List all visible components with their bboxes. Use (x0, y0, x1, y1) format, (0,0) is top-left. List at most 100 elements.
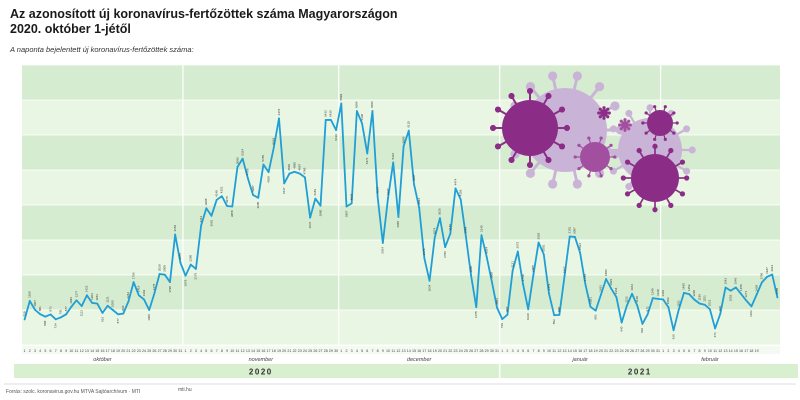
data-point (241, 157, 244, 160)
day-tick-label: 21 (126, 349, 130, 353)
day-tick-label: 28 (479, 349, 483, 353)
data-label: 3637 (308, 221, 312, 228)
data-label: 6432 (324, 110, 328, 117)
day-tick-label: 22 (132, 349, 136, 353)
data-label: 420 (671, 334, 675, 339)
data-label: 1464 (630, 284, 634, 291)
virus-icon (489, 87, 571, 169)
data-point (272, 146, 275, 149)
data-point (91, 301, 93, 304)
data-label: 2524 (484, 247, 488, 254)
virus-icon (620, 143, 690, 213)
day-tick-label: 31 (495, 349, 499, 353)
day-tick-label: 30 (651, 349, 655, 353)
day-tick-label: 7 (371, 349, 373, 353)
data-label: 4159 (459, 189, 463, 196)
day-tick-label: 14 (251, 349, 255, 353)
data-point (132, 281, 135, 284)
grid-band (22, 240, 780, 275)
data-point (615, 296, 618, 299)
day-tick-label: 2 (190, 349, 192, 353)
data-point (745, 299, 748, 302)
day-tick-label: 14 (729, 349, 733, 353)
data-point (231, 205, 234, 208)
day-tick-label: 28 (324, 349, 328, 353)
day-tick-label: 21 (443, 349, 447, 353)
data-label: 1296 (692, 290, 696, 297)
data-label: 1000 (111, 300, 115, 307)
data-point (298, 172, 301, 175)
data-label: 4233 (375, 187, 379, 194)
data-point (439, 217, 441, 220)
data-point (464, 235, 467, 238)
data-label: 2796 (443, 251, 447, 258)
day-tick-label: 3 (512, 349, 514, 353)
data-label: 4251 (220, 186, 224, 193)
month-label: december (407, 357, 433, 363)
day-tick-label: 16 (417, 349, 421, 353)
data-label: 1422 (85, 285, 89, 292)
data-label: 1358 (775, 287, 779, 294)
day-tick-label: 16 (739, 349, 743, 353)
day-tick-label: 15 (734, 349, 738, 353)
day-tick-label: 29 (168, 349, 172, 353)
data-label: 3980 (318, 209, 322, 216)
day-tick-label: 12 (80, 349, 84, 353)
data-point (85, 294, 88, 297)
data-label: 6476 (277, 108, 281, 115)
data-label: 473 (713, 332, 717, 337)
data-label: 1886 (604, 269, 608, 276)
day-tick-label: 11 (552, 349, 556, 353)
data-label: 1798 (168, 286, 172, 293)
data-label: 1277 (74, 290, 78, 297)
day-tick-label: 3 (351, 349, 353, 353)
data-point (620, 321, 623, 324)
series-line (23, 102, 779, 332)
data-point (34, 308, 36, 311)
data-point (641, 323, 644, 325)
data-point (693, 298, 696, 301)
data-label: 1982 (469, 266, 473, 273)
data-label: 1744 (583, 274, 587, 281)
day-tick-label: 8 (538, 349, 540, 353)
grid-band (22, 205, 780, 240)
data-label: 1260 (28, 291, 32, 298)
data-label: 4205 (256, 202, 260, 209)
data-label: 1020 (526, 313, 530, 320)
data-point (407, 129, 410, 132)
data-point (522, 283, 524, 285)
data-label: 1128 (635, 296, 639, 303)
data-label: 1011 (677, 300, 681, 307)
virus-icon (597, 106, 611, 120)
data-label: 4197 (386, 188, 390, 195)
data-point (714, 327, 717, 330)
data-point (698, 302, 701, 305)
data-label: 877 (64, 306, 68, 311)
day-tick-label: 22 (448, 349, 452, 353)
day-tick-label: 31 (178, 349, 182, 353)
data-point (537, 241, 540, 244)
data-point (60, 316, 62, 319)
day-tick-label: 7 (55, 349, 57, 353)
page-title: Az azonosított új koronavírus-fertőzötte… (10, 7, 430, 37)
data-point (631, 292, 633, 295)
day-tick-label: 13 (402, 349, 406, 353)
day-tick-label: 1 (662, 349, 664, 353)
data-point (428, 279, 431, 282)
data-point (220, 195, 223, 198)
day-tick-label: 26 (152, 349, 156, 353)
data-label: 6430 (329, 110, 333, 117)
day-tick-label: 8 (221, 349, 223, 353)
data-point (381, 242, 384, 244)
data-point (195, 267, 197, 270)
data-point (610, 287, 613, 290)
day-tick-label: 4 (678, 349, 680, 353)
data-label: 2009 (163, 265, 167, 272)
day-tick-label: 6 (366, 349, 368, 353)
day-tick-label: 26 (313, 349, 317, 353)
data-point (330, 119, 332, 121)
data-label: 3156 (173, 225, 177, 232)
month-label: október (93, 357, 113, 363)
data-point (548, 292, 550, 295)
